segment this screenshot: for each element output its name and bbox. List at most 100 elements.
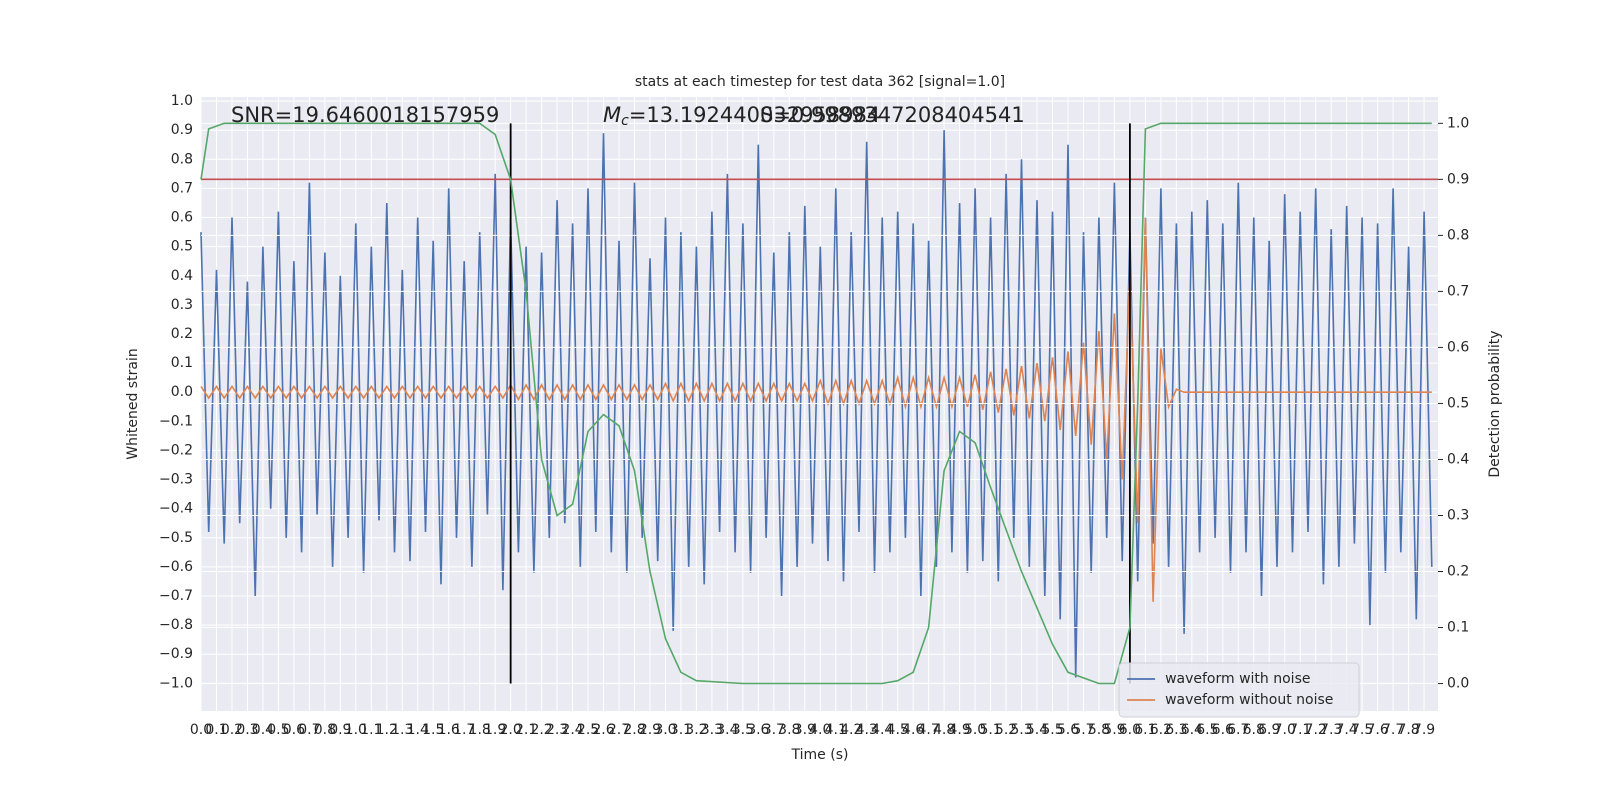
x-axis-label: Time (s) — [791, 747, 849, 763]
x-tick-label: 5.6 — [1057, 722, 1079, 738]
y2-tick-label: 0.4 — [1447, 451, 1469, 467]
y-tick-label: −0.7 — [159, 588, 193, 604]
x-tick-label: 0.0 — [190, 722, 212, 738]
x-tick-label: 1.9 — [484, 722, 506, 738]
x-tick-label: 4.0 — [809, 722, 831, 738]
x-tick-label: 6.8 — [1243, 722, 1265, 738]
y2-tick-label: 1.0 — [1447, 115, 1469, 131]
annotation-text: =13.192440032958984 — [629, 103, 880, 127]
series-line — [200, 122, 1432, 685]
x-tick-label: 3.5 — [732, 722, 754, 738]
legend-label: waveform without noise — [1165, 692, 1333, 708]
y-tick-label: 0.3 — [171, 297, 193, 313]
x-tick-label: 1.4 — [407, 722, 429, 738]
x-tick-label: 5.0 — [964, 722, 986, 738]
x-tick-label: 4.3 — [856, 722, 878, 738]
x-tick-label: 2.2 — [530, 722, 552, 738]
x-tick-label: 3.6 — [747, 722, 769, 738]
x-tick-label: 7.8 — [1397, 722, 1419, 738]
y-tick-label: 0.0 — [171, 384, 193, 400]
x-tick-label: 6.5 — [1196, 722, 1218, 738]
y-tick-label: 0.2 — [171, 326, 193, 342]
y-tick-label: −0.6 — [159, 559, 193, 575]
x-tick-label: 2.7 — [608, 722, 630, 738]
x-tick-label: 2.6 — [592, 722, 614, 738]
x-tick-label: 3.3 — [701, 722, 723, 738]
series-line — [200, 130, 1433, 678]
x-tick-label: 0.9 — [329, 722, 351, 738]
y2-tick-label: 0.1 — [1447, 620, 1469, 636]
x-tick-label: 1.0 — [345, 722, 367, 738]
annotation-text: S=0.9989347208404541 — [760, 103, 1025, 127]
x-tick-label: 3.9 — [794, 722, 816, 738]
x-tick-label: 3.1 — [670, 722, 692, 738]
x-tick-label: 2.3 — [546, 722, 568, 738]
x-tick-label: 1.1 — [360, 722, 382, 738]
x-tick-label: 5.7 — [1072, 722, 1094, 738]
x-tick-label: 2.4 — [561, 722, 583, 738]
chart-title: stats at each timestep for test data 362… — [635, 74, 1005, 90]
x-tick-label: 3.7 — [763, 722, 785, 738]
y2-tick-label: 0.6 — [1447, 339, 1469, 355]
series-line — [200, 217, 1432, 602]
x-tick-label: 7.1 — [1289, 722, 1311, 738]
x-tick-label: 6.3 — [1165, 722, 1187, 738]
y-tick-label: 0.9 — [171, 122, 193, 138]
x-tick-label: 4.8 — [933, 722, 955, 738]
y2-tick-label: 0.9 — [1447, 171, 1469, 187]
x-tick-label: 7.6 — [1366, 722, 1388, 738]
x-tick-label: 0.3 — [236, 722, 258, 738]
x-tick-label: 6.6 — [1212, 722, 1234, 738]
annotation-symbol: M — [603, 103, 621, 127]
x-tick-label: 7.4 — [1336, 722, 1358, 738]
x-tick-label: 7.5 — [1351, 722, 1373, 738]
x-tick-label: 0.5 — [267, 722, 289, 738]
x-tick-label: 7.2 — [1305, 722, 1327, 738]
y-axis-label: Whitened strain — [125, 348, 141, 459]
annotation: Mc=13.192440032958984 — [603, 103, 880, 129]
y-tick-label: 0.7 — [171, 180, 193, 196]
legend-box — [1118, 662, 1360, 718]
x-tick-label: 0.1 — [205, 722, 227, 738]
x-tick-label: 4.4 — [871, 722, 893, 738]
x-tick-label: 7.3 — [1320, 722, 1342, 738]
y-tick-label: 0.8 — [171, 151, 193, 167]
x-tick-label: 6.4 — [1181, 722, 1203, 738]
y-tick-label: 0.1 — [171, 355, 193, 371]
y-tick-label: 1.0 — [171, 93, 193, 109]
y-tick-label: −0.1 — [159, 413, 193, 429]
y-tick-label: −0.8 — [159, 617, 193, 633]
x-tick-label: 1.5 — [422, 722, 444, 738]
y-tick-label: −0.5 — [159, 530, 193, 546]
x-tick-label: 4.2 — [840, 722, 862, 738]
y-tick-label: −0.4 — [159, 501, 193, 517]
x-tick-label: 1.2 — [376, 722, 398, 738]
y-tick-label: 0.6 — [171, 210, 193, 226]
x-tick-label: 5.1 — [979, 722, 1001, 738]
x-tick-label: 4.1 — [825, 722, 847, 738]
legend-label: waveform with noise — [1165, 671, 1310, 687]
annotation-subscript: c — [621, 113, 629, 129]
x-tick-label: 5.9 — [1103, 722, 1125, 738]
plot-background — [201, 97, 1438, 711]
x-tick-label: 4.9 — [948, 722, 970, 738]
x-tick-label: 3.8 — [778, 722, 800, 738]
x-tick-label: 2.9 — [639, 722, 661, 738]
y2-tick-label: 0.2 — [1447, 564, 1469, 580]
y-tick-label: −0.2 — [159, 442, 193, 458]
y-tick-label: −0.9 — [159, 646, 193, 662]
y-tick-label: 0.5 — [171, 239, 193, 255]
x-tick-label: 5.5 — [1041, 722, 1063, 738]
y-tick-label: −1.0 — [159, 675, 193, 691]
y2-tick-label: 0.3 — [1447, 507, 1469, 523]
x-tick-label: 5.3 — [1010, 722, 1032, 738]
x-tick-label: 0.2 — [221, 722, 243, 738]
x-tick-label: 6.0 — [1119, 722, 1141, 738]
x-tick-label: 4.6 — [902, 722, 924, 738]
annotation: SNR=19.6460018157959 — [231, 103, 499, 127]
y2-tick-label: 0.5 — [1447, 395, 1469, 411]
x-tick-label: 0.4 — [252, 722, 274, 738]
x-tick-label: 7.7 — [1382, 722, 1404, 738]
x-tick-label: 6.7 — [1227, 722, 1249, 738]
